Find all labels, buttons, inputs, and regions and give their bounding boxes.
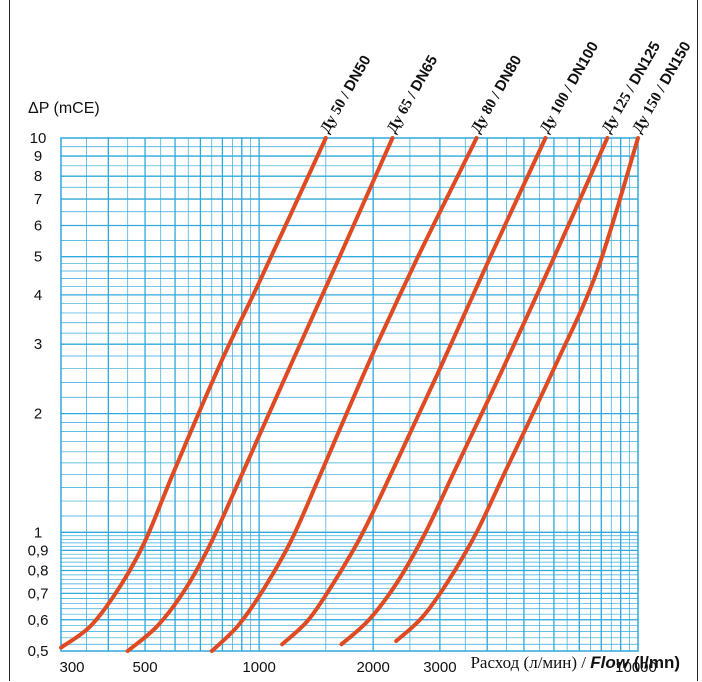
y-tick-label: 0,8 xyxy=(28,563,49,580)
y-tick-label: 3 xyxy=(34,336,42,353)
series-label-dn80: Ду 80 / DN80 xyxy=(467,52,525,136)
y-tick-label: 4 xyxy=(34,287,42,304)
x-tick-label: 300 xyxy=(59,659,84,676)
x-tick-label: 3000 xyxy=(423,659,456,676)
y-tick-label: 9 xyxy=(34,148,42,165)
y-tick-label: 7 xyxy=(34,191,42,208)
x-tick-label: 1000 xyxy=(242,659,275,676)
x-axis-label-unit: (l/mn) xyxy=(629,653,680,672)
series-label-dn100: Ду 100 / DN100 xyxy=(536,39,602,136)
plot-border xyxy=(60,137,639,652)
x-axis-label-ru: Расход (л/мин) xyxy=(470,653,577,672)
y-tick-label: 2 xyxy=(34,406,42,423)
series-curve-dn125 xyxy=(339,136,610,647)
series-curve-dn50 xyxy=(59,136,328,650)
series-curve-dn100 xyxy=(280,136,548,647)
x-axis-ticks: 300 500 1000 2000 3000 10000 xyxy=(59,659,656,676)
series-label-dn65: Ду 65 / DN65 xyxy=(383,52,441,136)
series-curve-dn150 xyxy=(394,136,640,643)
series-curve-dn80 xyxy=(209,136,479,653)
chart-frame xyxy=(9,0,698,681)
y-tick-label: 0,7 xyxy=(28,585,49,602)
y-tick-label: 6 xyxy=(34,217,42,234)
y-tick-label: 0,5 xyxy=(28,643,49,660)
y-tick-label: 10 xyxy=(30,130,47,147)
y-axis-ticks: 0,5 0,6 0,7 0,8 0,91 2 3 4 5 6 7 8 910 xyxy=(28,130,49,660)
x-tick-label: 2000 xyxy=(356,659,389,676)
x-axis-label-en: Flow xyxy=(590,653,630,672)
x-tick-label: 10000 xyxy=(615,659,657,676)
grid-minor xyxy=(61,138,638,651)
y-axis-label: ΔP (mCE) xyxy=(28,100,100,117)
y-tick-label: 5 xyxy=(34,249,42,266)
x-axis-label-sep: / xyxy=(577,653,590,672)
series-label-dn50: Ду 50 / DN50 xyxy=(317,52,375,136)
series-curve-dn65 xyxy=(125,136,395,653)
series-curves xyxy=(59,136,640,653)
y-tick-label: 8 xyxy=(34,168,42,185)
y-tick-label: 0,9 xyxy=(28,542,49,559)
x-axis-label: Расход (л/мин) / Flow (l/mn) xyxy=(470,653,680,672)
y-tick-label: 1 xyxy=(34,524,42,541)
x-tick-label: 500 xyxy=(133,659,158,676)
grid-major xyxy=(61,138,638,651)
y-tick-label: 0,6 xyxy=(28,612,49,629)
